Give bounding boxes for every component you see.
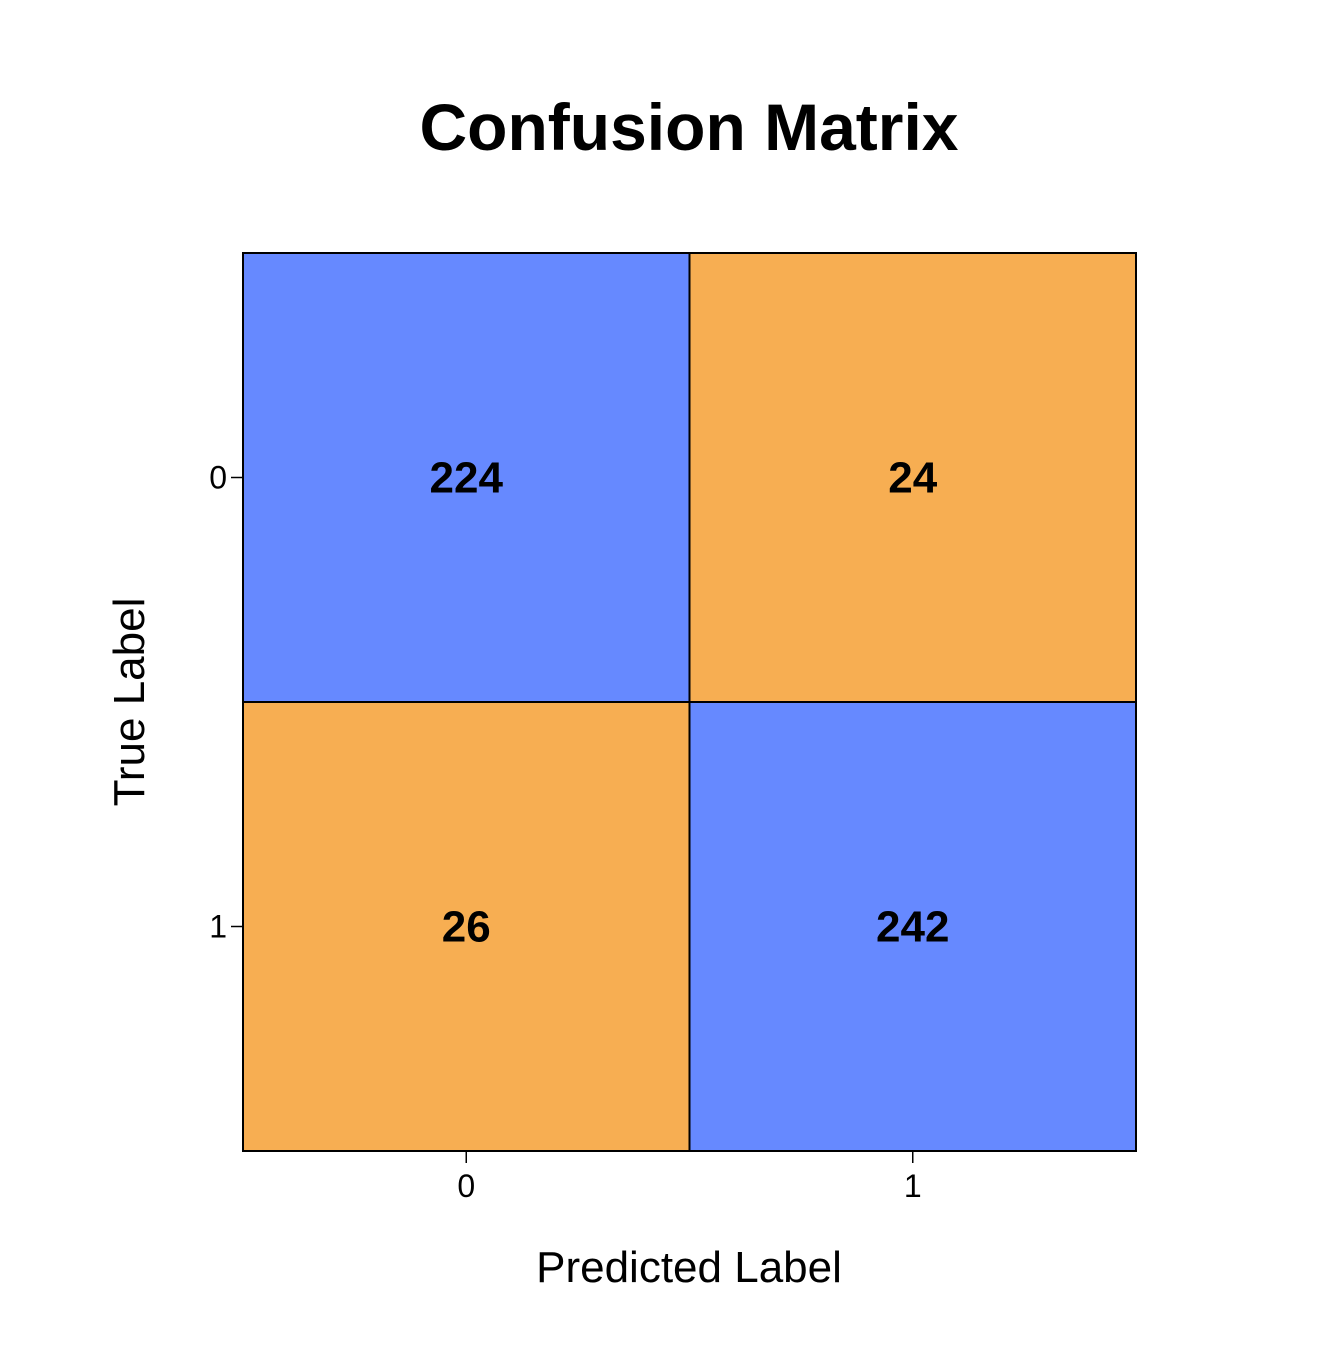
y-axis-label: True Label <box>105 598 154 807</box>
x-tick-label-0: 0 <box>457 1168 475 1204</box>
matrix-cells <box>242 252 1137 1152</box>
plot-frame <box>242 252 1137 1152</box>
matrix-cell-r0-c0 <box>242 252 691 703</box>
matrix-cell-r0-c1 <box>688 252 1137 703</box>
cell-value-r0-c0: 224 <box>430 454 504 503</box>
y-tick-label-0: 0 <box>209 460 227 496</box>
matrix-cell-r1-c0 <box>242 701 691 1152</box>
matrix-cell-r1-c1 <box>688 701 1137 1152</box>
cell-value-r1-c1: 242 <box>876 903 949 952</box>
chart-title: Confusion Matrix <box>420 90 959 164</box>
y-tick-label-1: 1 <box>209 909 227 945</box>
y-axis-ticks: 01 <box>209 460 243 945</box>
cell-value-r0-c1: 24 <box>888 454 937 503</box>
x-tick-label-1: 1 <box>904 1168 922 1204</box>
x-axis-label: Predicted Label <box>536 1243 842 1292</box>
cell-value-r1-c0: 26 <box>442 903 491 952</box>
matrix-cell-labels: 224 24 26 242 <box>430 454 950 952</box>
